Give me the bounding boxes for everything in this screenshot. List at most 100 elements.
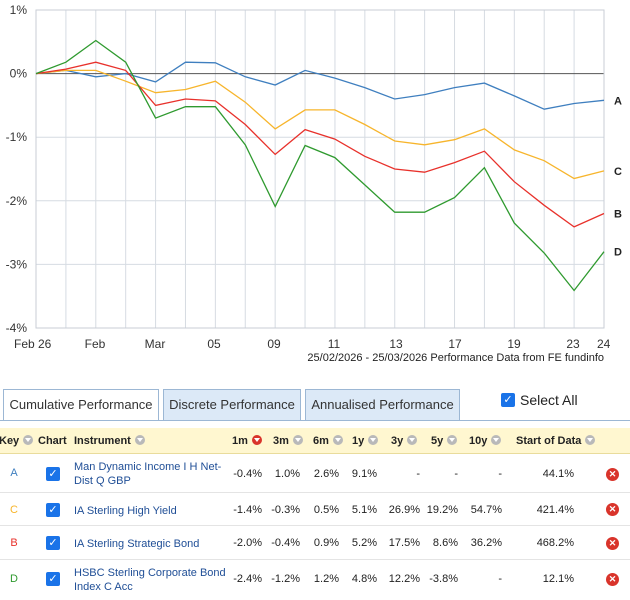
remove-icon[interactable]: ✕ — [606, 537, 619, 550]
row-1y: 9.1% — [351, 468, 377, 480]
row-1y: 5.1% — [351, 504, 377, 516]
row-5y: 19.2% — [426, 504, 458, 516]
row-start-of-data: 12.1% — [542, 573, 574, 585]
row-5y: 8.6% — [432, 537, 458, 549]
checkbox-icon[interactable]: ✓ — [46, 536, 60, 550]
x-tick-label: Feb 26 — [14, 337, 52, 351]
row-start-of-data: 44.1% — [542, 468, 574, 480]
x-tick-label: 05 — [207, 337, 221, 351]
row-key: B — [10, 537, 18, 549]
y-tick-label: -4% — [6, 321, 28, 335]
row-instrument-link[interactable]: IA Sterling High Yield — [74, 505, 177, 517]
series-end-label: A — [614, 95, 622, 107]
y-tick-label: 1% — [10, 3, 28, 17]
x-tick-label: Feb — [85, 337, 106, 351]
table-row: A ✓ Man Dynamic Income I H Net-Dist Q GB… — [0, 455, 630, 493]
sort-icon[interactable] — [134, 435, 145, 445]
sort-icon[interactable] — [447, 435, 458, 445]
header-10y[interactable]: 10y — [469, 428, 502, 454]
series-line-a — [35, 61, 605, 110]
row-1y: 5.2% — [351, 537, 377, 549]
row-3m: -1.2% — [271, 573, 300, 585]
header-key[interactable]: Key — [0, 428, 34, 454]
row-key: C — [10, 504, 18, 516]
row-1m: -2.0% — [233, 537, 262, 549]
row-chart-checkbox[interactable]: ✓ — [46, 536, 60, 550]
table-row: C ✓ IA Sterling High Yield -1.4% -0.3% 0… — [0, 494, 630, 526]
row-3m: 1.0% — [274, 468, 300, 480]
chart-caption: 25/02/2026 - 25/03/2026 Performance Data… — [307, 352, 604, 364]
row-3y: 26.9% — [388, 504, 420, 516]
x-tick-label: 24 — [597, 337, 611, 351]
table-header: Key Chart Instrument 1m 3m 6m 1y 3y 5y 1… — [0, 428, 630, 454]
tab-divider — [0, 420, 630, 421]
row-5y: - — [454, 468, 458, 480]
row-start-of-data: 468.2% — [536, 537, 574, 549]
row-5y: -3.8% — [429, 573, 458, 585]
tab-annualised-performance[interactable]: Annualised Performance — [305, 389, 460, 421]
row-start-of-data: 421.4% — [536, 504, 574, 516]
row-10y: 54.7% — [470, 504, 502, 516]
y-tick-label: 0% — [10, 67, 28, 81]
row-3m: -0.3% — [271, 504, 300, 516]
row-chart-checkbox[interactable]: ✓ — [46, 467, 60, 481]
sort-icon[interactable] — [332, 435, 343, 445]
row-6m: 0.9% — [313, 537, 339, 549]
row-chart-checkbox[interactable]: ✓ — [46, 503, 60, 517]
sort-icon[interactable] — [491, 435, 502, 445]
row-key: D — [10, 573, 18, 585]
remove-icon[interactable]: ✕ — [606, 503, 619, 516]
sort-icon[interactable] — [368, 435, 379, 445]
row-10y: 36.2% — [470, 537, 502, 549]
x-tick-label: 13 — [389, 337, 403, 351]
tab-cumulative-performance[interactable]: Cumulative Performance — [3, 389, 159, 421]
x-tick-label: Mar — [145, 337, 166, 351]
plot-frame — [35, 9, 605, 329]
header-5y[interactable]: 5y — [431, 428, 458, 454]
header-instrument[interactable]: Instrument — [74, 428, 145, 454]
row-1m: -2.4% — [233, 573, 262, 585]
checkbox-icon[interactable]: ✓ — [46, 503, 60, 517]
remove-icon[interactable]: ✕ — [606, 573, 619, 586]
row-chart-checkbox[interactable]: ✓ — [46, 572, 60, 586]
tab-discrete-performance[interactable]: Discrete Performance — [163, 389, 301, 421]
row-instrument-link[interactable]: IA Sterling Strategic Bond — [74, 538, 200, 550]
sort-icon[interactable] — [292, 435, 303, 445]
table-row: B ✓ IA Sterling Strategic Bond -2.0% -0.… — [0, 527, 630, 560]
select-all-label: Select All — [520, 392, 578, 408]
row-3y: - — [416, 468, 420, 480]
y-tick-label: -3% — [6, 257, 28, 271]
header-3y[interactable]: 3y — [391, 428, 418, 454]
series-line-c — [35, 69, 605, 180]
row-10y: - — [498, 468, 502, 480]
select-all-control[interactable]: ✓ Select All — [501, 391, 578, 409]
row-instrument-link[interactable]: HSBC Sterling Corporate Bond Index C Acc — [74, 567, 226, 593]
sort-icon[interactable] — [585, 435, 596, 445]
row-instrument-link[interactable]: Man Dynamic Income I H Net-Dist Q GBP — [74, 461, 222, 487]
series-line-b — [35, 61, 605, 228]
performance-chart: 1% 0% -1% -2% -3% -4% Feb 26 Feb Mar 05 09 11 13 17 19… — [6, 3, 622, 364]
remove-icon[interactable]: ✕ — [606, 468, 619, 481]
sort-active-icon[interactable] — [251, 435, 262, 445]
select-all-checkbox[interactable]: ✓ — [501, 393, 515, 407]
row-6m: 2.6% — [313, 468, 339, 480]
header-1y[interactable]: 1y — [352, 428, 379, 454]
series-end-label: C — [614, 166, 622, 178]
checkbox-icon[interactable]: ✓ — [46, 572, 60, 586]
checkbox-icon[interactable]: ✓ — [46, 467, 60, 481]
row-1y: 4.8% — [351, 573, 377, 585]
row-3y: 17.5% — [388, 537, 420, 549]
x-tick-label: 11 — [328, 337, 341, 351]
row-1m: -0.4% — [233, 468, 262, 480]
header-3m[interactable]: 3m — [273, 428, 303, 454]
x-tick-label: 23 — [566, 337, 580, 351]
row-6m: 1.2% — [313, 573, 339, 585]
row-key: A — [10, 467, 18, 479]
header-start-of-data[interactable]: Start of Data — [516, 428, 596, 454]
header-1m[interactable]: 1m — [232, 428, 262, 454]
sort-icon[interactable] — [23, 435, 34, 445]
header-6m[interactable]: 6m — [313, 428, 343, 454]
x-tick-label: 19 — [507, 337, 521, 351]
sort-icon[interactable] — [407, 435, 418, 445]
y-tick-label: -1% — [6, 130, 28, 144]
